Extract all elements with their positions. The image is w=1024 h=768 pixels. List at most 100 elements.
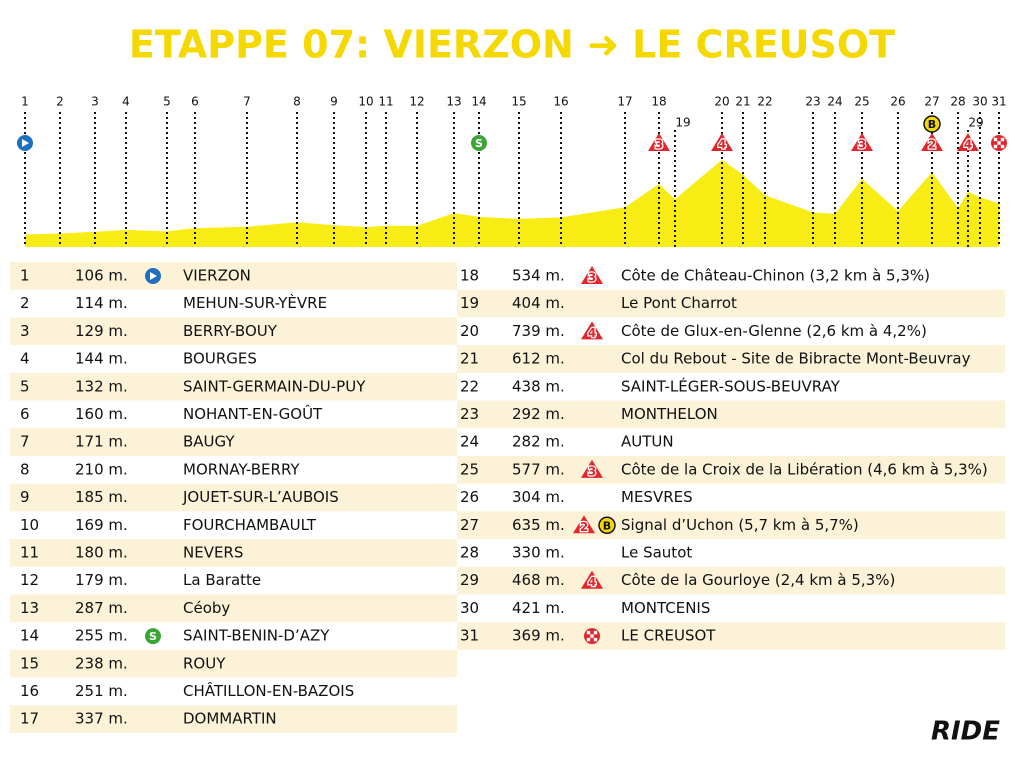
- icon-climb: 4: [957, 133, 979, 153]
- row-bg: [457, 511, 1005, 539]
- row-name: MORNAY-BERRY: [183, 460, 300, 478]
- profile-number: 17: [617, 95, 632, 109]
- row-name: Signal d’Uchon (5,7 km à 5,7%): [621, 516, 859, 534]
- row-altitude: 106 m.: [75, 267, 128, 285]
- profile-number: 25: [854, 95, 869, 109]
- row-altitude: 132 m.: [75, 377, 128, 395]
- row-altitude: 421 m.: [512, 599, 565, 617]
- row-name: CHÂTILLON-EN-BAZOIS: [183, 681, 354, 700]
- profile-number: 29: [968, 116, 983, 130]
- icon-bg: [573, 515, 595, 534]
- row-name: AUTUN: [621, 433, 674, 451]
- profile-number: 7: [243, 95, 251, 109]
- profile-number: 1: [21, 95, 29, 109]
- row-number: 30: [460, 599, 479, 617]
- row-name: SAINT-LÉGER-SOUS-BEUVRAY: [621, 376, 841, 395]
- row-number: 12: [20, 571, 39, 589]
- row-bg: [457, 455, 1005, 484]
- icon-check: [593, 630, 598, 635]
- profile-number: 30: [972, 95, 987, 109]
- row-number: 1: [20, 267, 30, 285]
- row-number: 18: [460, 267, 479, 285]
- row-altitude: 185 m.: [75, 488, 128, 506]
- row-number: 29: [460, 571, 479, 589]
- row-name: SAINT-GERMAIN-DU-PUY: [183, 377, 366, 395]
- row-number: 31: [460, 627, 479, 645]
- row-altitude: 129 m.: [75, 322, 128, 340]
- icon-bg: [581, 570, 603, 589]
- icon-check: [593, 637, 598, 642]
- row-name: MEHUN-SUR-YÈVRE: [183, 293, 327, 312]
- icon-bg: [921, 133, 943, 151]
- icon-bg: [598, 516, 616, 535]
- row-number: 20: [460, 322, 479, 340]
- row-number: 14: [20, 627, 39, 645]
- row-altitude: 404 m.: [512, 294, 565, 312]
- row-altitude: 534 m.: [512, 267, 565, 285]
- icon-text: 2: [928, 138, 936, 152]
- title: ETAPPE 07: VIERZON ➜ LE CREUSOT: [129, 23, 895, 67]
- row-name: Côte de Glux-en-Glenne (2,6 km à 4,2%): [621, 322, 927, 340]
- row-number: 19: [460, 294, 479, 312]
- row-number: 9: [20, 488, 30, 506]
- icon-finish: [584, 628, 600, 645]
- profile-number: 22: [757, 95, 772, 109]
- row-name: MESVRES: [621, 488, 693, 506]
- icon-bg: [957, 133, 979, 151]
- row-altitude: 169 m.: [75, 516, 128, 534]
- icon-climb: 2: [573, 515, 595, 535]
- icon-sprint: S: [471, 135, 487, 151]
- icon-climb: 4: [581, 321, 603, 341]
- icon-text: 4: [588, 326, 596, 340]
- icon-bg: [145, 628, 161, 645]
- row-bg: [10, 317, 457, 346]
- icon-text: 3: [858, 138, 866, 152]
- icon-climb: 3: [581, 459, 603, 480]
- profile-number: 28: [950, 95, 965, 109]
- icon-finish: [991, 135, 1007, 151]
- profile-number: 4: [122, 95, 130, 109]
- row-number: 16: [20, 682, 39, 700]
- row-name: Céoby: [183, 599, 230, 617]
- row-name: LE CREUSOT: [621, 627, 716, 645]
- row-number: 4: [20, 350, 30, 368]
- icon-text: 3: [588, 271, 596, 285]
- row-altitude: 238 m.: [75, 654, 128, 672]
- profile-number: 11: [378, 95, 393, 109]
- row-number: 11: [20, 544, 39, 562]
- row-name: La Baratte: [183, 571, 261, 589]
- row-bg: [10, 262, 457, 290]
- profile-number: 20: [714, 95, 729, 109]
- row-bg: [457, 345, 1005, 373]
- row-altitude: 330 m.: [512, 544, 565, 562]
- icon-check: [586, 630, 591, 635]
- profile-number: 26: [890, 95, 905, 109]
- row-altitude: 739 m.: [512, 322, 565, 340]
- row-altitude: 468 m.: [512, 571, 565, 589]
- row-altitude: 577 m.: [512, 460, 565, 478]
- icon-bg: [581, 321, 603, 340]
- row-name: SAINT-BENIN-D’AZY: [183, 627, 330, 645]
- icon-text: 3: [655, 138, 663, 152]
- icon-text: 4: [718, 138, 726, 152]
- row-bg: [10, 539, 457, 567]
- row-altitude: 282 m.: [512, 433, 565, 451]
- row-number: 17: [20, 710, 39, 728]
- row-name: ROUY: [183, 654, 226, 672]
- row-name: Côte de Château-Chinon (3,2 km à 5,3%): [621, 267, 930, 285]
- row-altitude: 612 m.: [512, 350, 565, 368]
- row-name: MONTCENIS: [621, 599, 710, 617]
- profile-number: 3: [91, 95, 99, 109]
- row-number: 27: [460, 516, 479, 534]
- profile-number: 31: [991, 95, 1006, 109]
- icon-climb: 3: [851, 133, 873, 153]
- row-name: Le Pont Charrot: [621, 294, 737, 312]
- icon-climb: 2: [921, 133, 943, 153]
- profile-number: 23: [805, 95, 820, 109]
- profile-number: 13: [446, 95, 461, 109]
- row-number: 25: [460, 460, 479, 478]
- row-number: 22: [460, 377, 479, 395]
- row-bg: [457, 622, 1005, 650]
